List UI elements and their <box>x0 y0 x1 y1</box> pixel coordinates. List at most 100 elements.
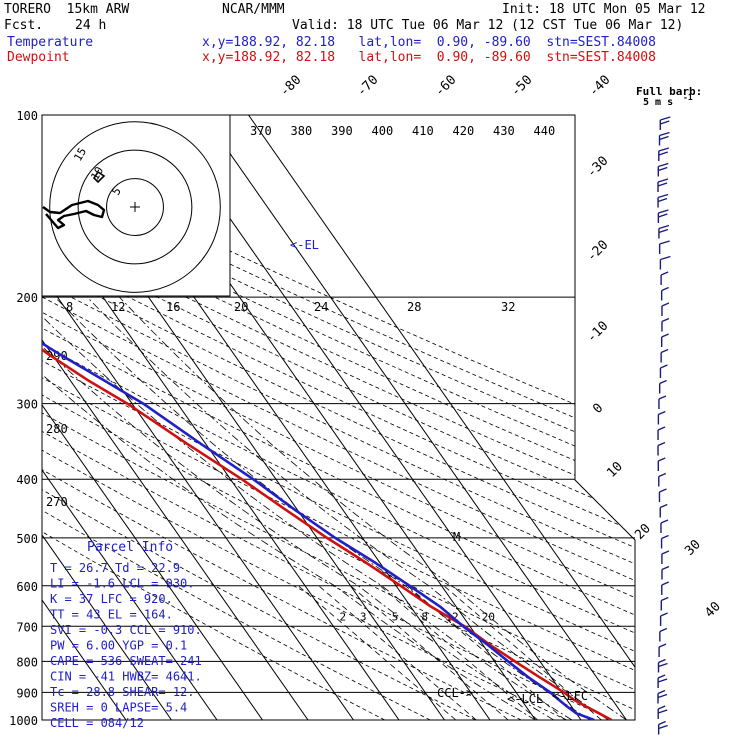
wind-barb-flag <box>658 724 668 730</box>
parcel-info-box: Parcel Info T = 26.7 Td = 22.9 LI = -1.6 L… <box>50 540 202 730</box>
wind-barb-flag <box>657 709 668 714</box>
barb-legend-unit: 5 m s <box>643 97 673 108</box>
mixing-ratio-line <box>379 585 539 720</box>
isotherm-label: 0 <box>590 401 606 417</box>
dry-adiabat-line <box>42 115 635 720</box>
wind-barb-flag <box>661 596 669 602</box>
dewpoint-location-info: x,y=188.92, 82.18 lat,lon= 0.90, -89.60 … <box>202 50 656 65</box>
wind-barb-flag <box>660 255 671 261</box>
pressure-tick-label: 300 <box>16 398 38 412</box>
wind-barb-flag <box>661 581 670 586</box>
wind-speed-label: 28 <box>407 300 421 314</box>
wind-barb-flag <box>661 302 670 307</box>
mixing-ratio-label: 3 <box>360 610 367 623</box>
moist-adiabat-line <box>42 296 554 720</box>
wind-speed-label: 12 <box>111 300 125 314</box>
temperature-profile-line <box>42 115 613 720</box>
wind-barb-flag <box>661 550 670 555</box>
valid-time: Valid: 18 UTC Tue 06 Mar 12 (12 CST Tue … <box>292 18 684 33</box>
dry-adiabat-line <box>42 115 635 720</box>
hodograph-trace <box>42 199 106 230</box>
isotherm-line <box>42 115 172 720</box>
parcel-info-row: CIN = -41 HWBZ= 4641. <box>50 670 202 684</box>
dry-adiabat-line <box>42 115 567 720</box>
isotherm-line <box>42 115 263 720</box>
wind-barb-flag <box>661 534 669 540</box>
isotherm-line <box>248 115 635 720</box>
pressure-tick-label: 1000 <box>9 714 38 728</box>
wind-speed-label: 8 <box>66 300 73 314</box>
dry-adiabat-line <box>42 115 635 720</box>
mixing-ratio-label: 5 <box>392 610 399 623</box>
wind-barb-flag <box>659 503 668 509</box>
dry-adiabat-line <box>42 115 635 720</box>
wind-barb-flag <box>657 178 669 183</box>
wind-barb-flag <box>658 151 669 156</box>
dry-adiabat-line <box>42 115 635 720</box>
theta-e-label: 390 <box>331 124 353 138</box>
wind-barb-flag <box>658 147 670 152</box>
wind-barb-flag <box>660 116 671 121</box>
parcel-info-row: CAPE = 536 SWEAT= 241 <box>50 654 202 668</box>
parcel-info-row: Tc = 28.8 SHEAR= 12. <box>50 685 195 699</box>
wind-barb-flag <box>659 131 670 137</box>
wind-barb-flag <box>658 658 666 664</box>
parcel-info-row: K = 37 LFC = 920. <box>50 592 173 606</box>
dry-adiabat-line <box>42 115 635 720</box>
isotherm-label: -50 <box>508 73 535 100</box>
pressure-tick-label: 700 <box>16 620 38 634</box>
wind-barb-flag <box>658 395 667 400</box>
wind-barb-flag <box>660 364 668 369</box>
wind-barb-flag <box>660 271 669 276</box>
mixing-ratio-label: 20 <box>482 610 495 623</box>
wind-barb-flag <box>658 410 666 416</box>
wind-barb-flag <box>661 565 670 571</box>
wind-barb-flag <box>659 627 668 633</box>
theta-e-label: 440 <box>534 124 556 138</box>
isotherm-label: -80 <box>277 73 304 100</box>
wind-barb-flag <box>660 120 670 125</box>
dewpoint-profile-line <box>42 115 595 720</box>
model-title: TORERO 15km ARW <box>4 2 130 17</box>
wind-barb-flag <box>657 693 668 699</box>
dry-adiabat-line <box>42 115 635 720</box>
temperature-location-info: x,y=188.92, 82.18 lat,lon= 0.90, -89.60 … <box>202 35 656 50</box>
wind-barb-flag <box>658 662 668 668</box>
dewpoint-legend: Dewpoint <box>7 50 70 65</box>
wind-barb-flag <box>658 643 667 648</box>
wind-barb-flag <box>658 228 669 234</box>
mixing-ratio-label: 2 <box>339 610 346 623</box>
center-title: NCAR/MMM <box>222 2 285 17</box>
marker-label: <-EL <box>290 238 319 252</box>
wind-barb-flag <box>657 457 666 462</box>
parcel-info-row: TT = 43 EL = 164. <box>50 608 173 622</box>
parcel-info-row: SVI = -0.3 CCL = 910. <box>50 623 202 637</box>
isotherm-label: -10 <box>584 319 611 346</box>
isotherm-label: -30 <box>584 154 611 181</box>
parcel-info-row: LI = -1.6 LCL = 930. <box>50 577 195 591</box>
mixing-ratio-label: 8 <box>421 610 428 623</box>
dry-adiabat-line <box>42 115 385 720</box>
wind-speed-label: 32 <box>501 300 515 314</box>
wind-barb-flag <box>657 193 669 199</box>
wind-barb-flag <box>660 612 668 617</box>
parcel-info-row: SREH = 0 LAPSE= 5.4 <box>50 701 187 715</box>
wind-speed-label: 24 <box>314 300 328 314</box>
barb-legend-title: Full barb: <box>636 85 702 98</box>
theta-label: 290 <box>46 349 68 363</box>
wind-barb-flag <box>658 162 669 168</box>
isotherm-line <box>42 115 354 720</box>
dry-adiabat-line <box>42 115 613 720</box>
pressure-tick-label: 800 <box>16 655 38 669</box>
wind-barb-flag <box>661 333 669 338</box>
wind-barb-flag <box>658 213 668 218</box>
wind-barb-flag <box>658 472 667 478</box>
mixing-ratio-line <box>297 585 457 720</box>
theta-e-label: 410 <box>412 124 434 138</box>
dry-adiabat-line <box>42 115 635 720</box>
plot-frame <box>41 114 636 721</box>
wind-barb-flag <box>660 519 669 524</box>
isotherm-label: -40 <box>586 73 613 100</box>
dry-adiabat-line <box>42 115 635 720</box>
theta-e-label: 370 <box>250 124 272 138</box>
